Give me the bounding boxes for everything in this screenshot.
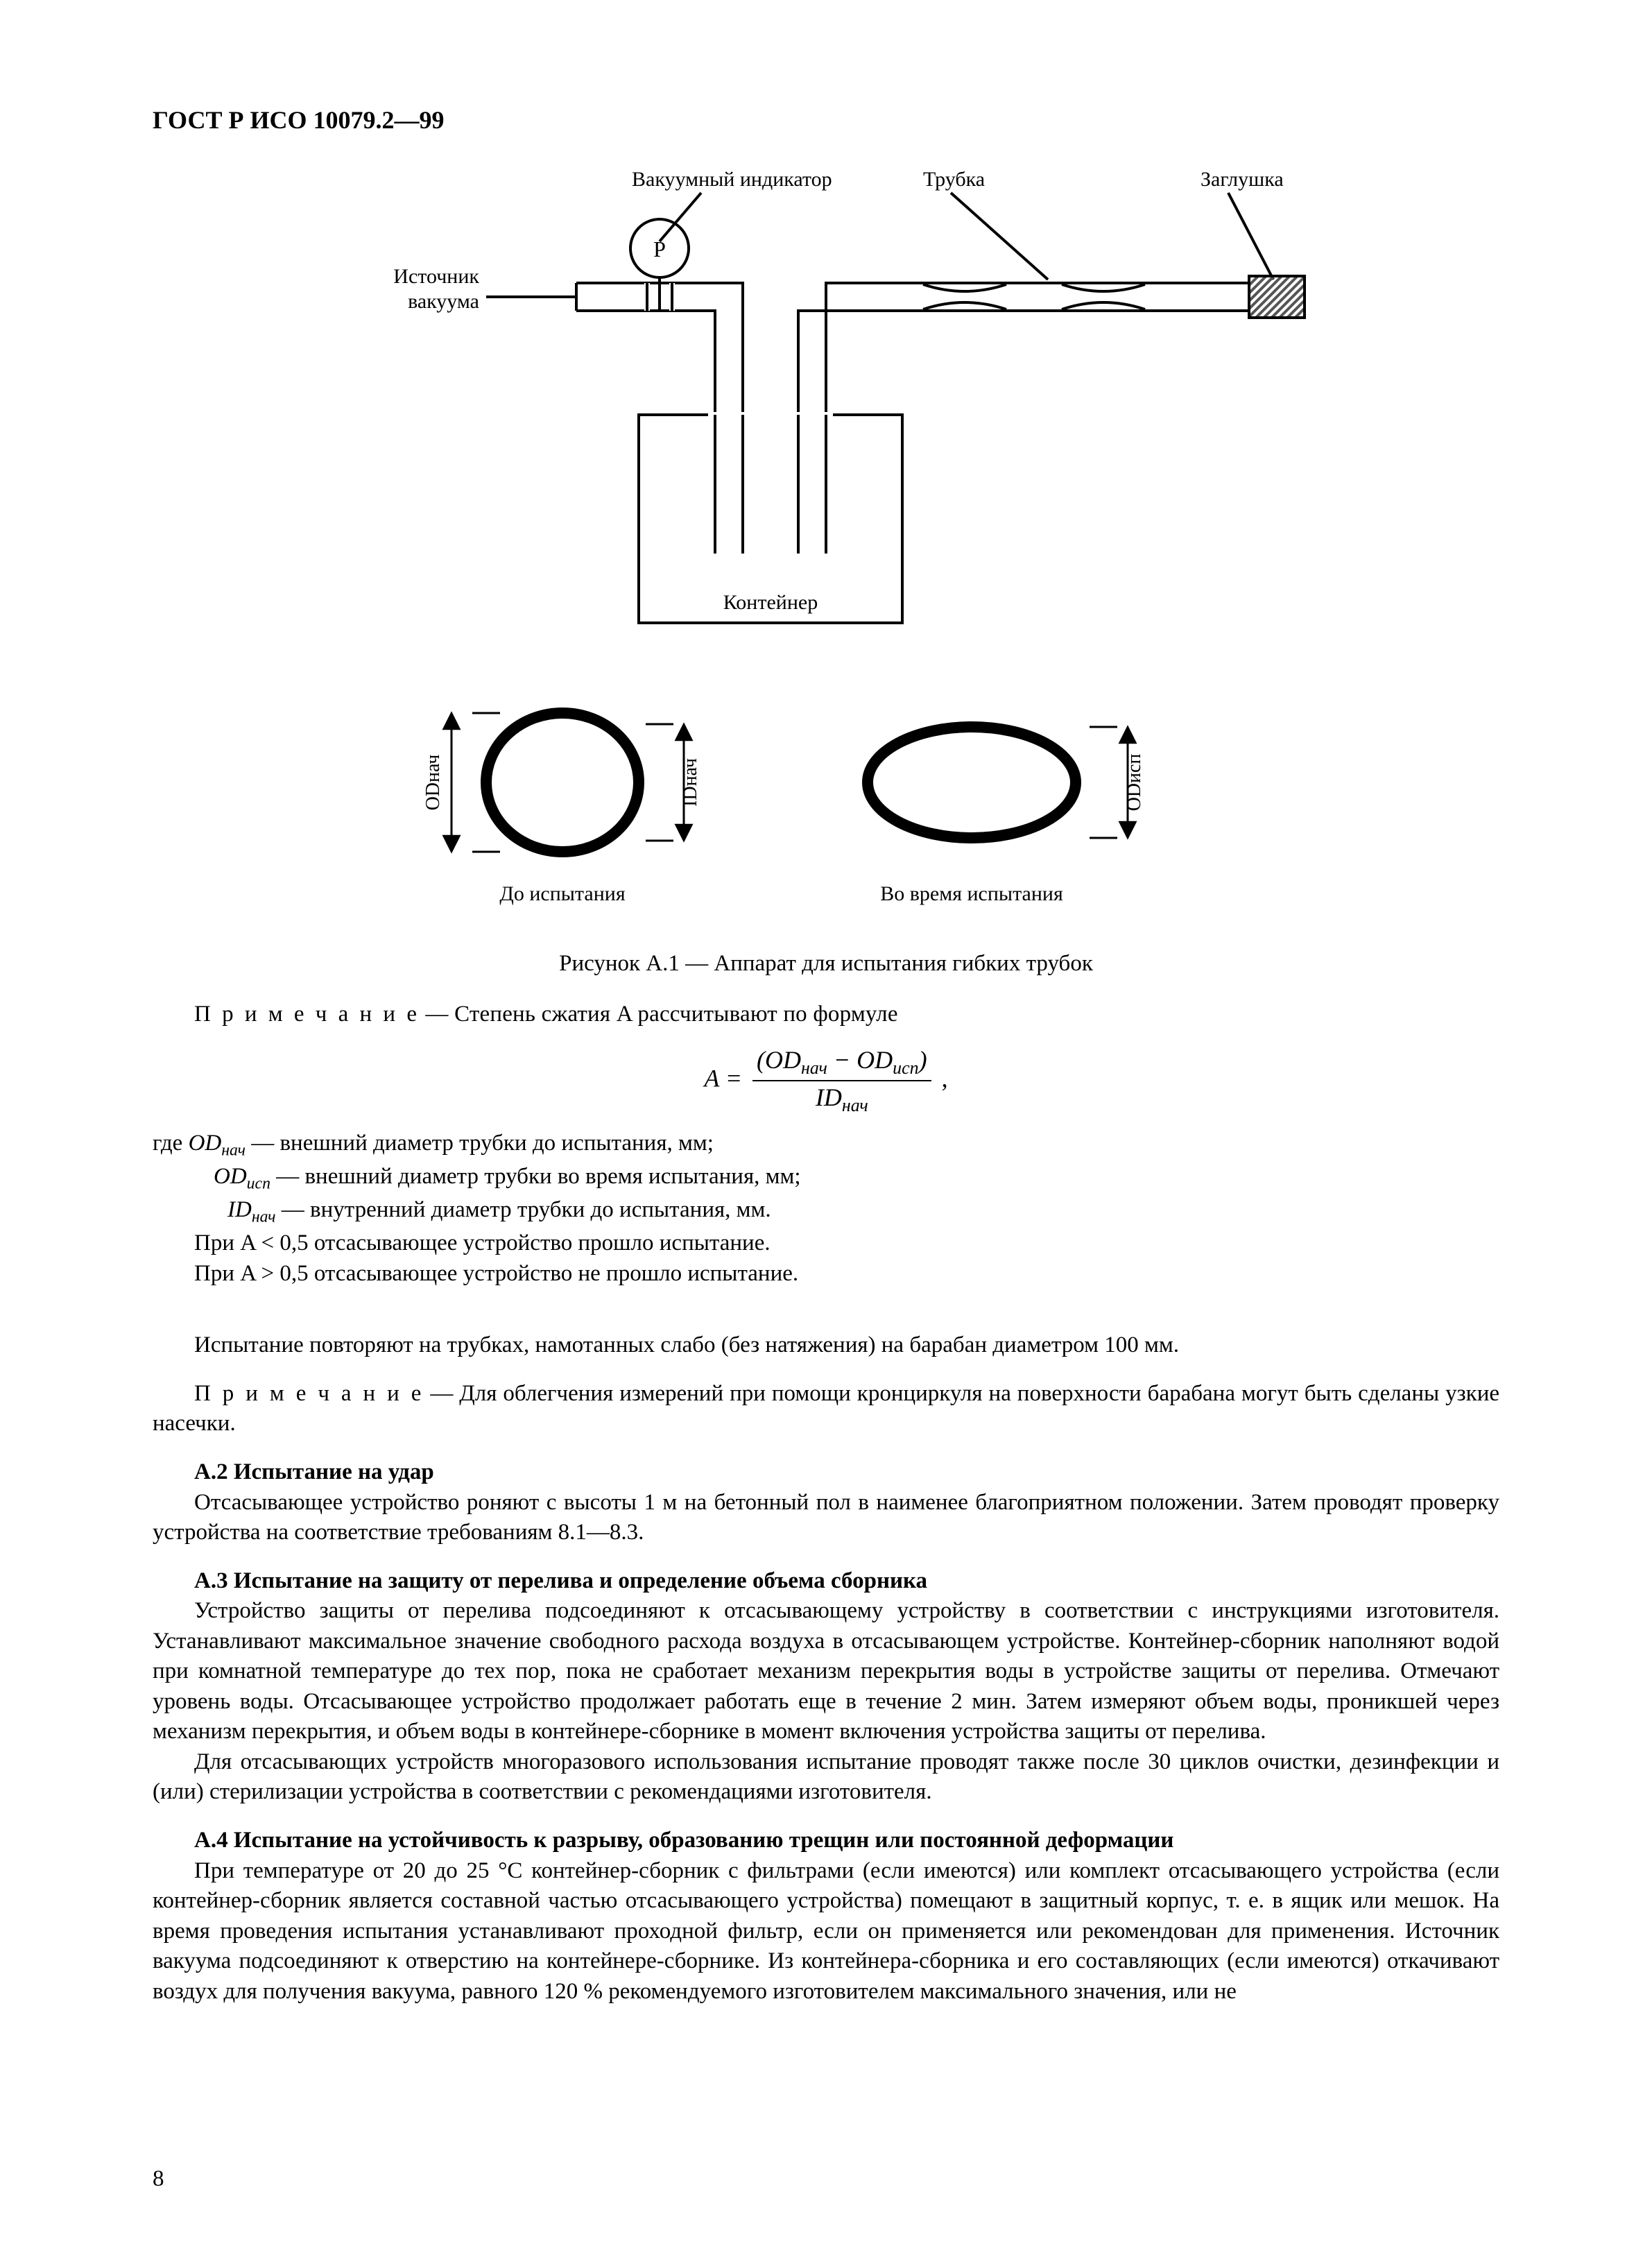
note-2-prefix: П р и м е ч а н и е xyxy=(194,1381,424,1406)
where-r2-txt: — внешний диаметр трубки во время испыта… xyxy=(270,1164,801,1189)
where-block: где ODнач — внешний диаметр трубки до ис… xyxy=(153,1129,1499,1289)
where-lead: где xyxy=(153,1131,189,1156)
label-id-nach: IDнач xyxy=(680,758,701,807)
note-1: П р и м е ч а н и е — Степень сжатия A р… xyxy=(153,1000,1499,1030)
a3-body1: Устройство защиты от перелива подсоединя… xyxy=(153,1596,1499,1747)
para-repeat: Испытание повторяют на трубках, намотанн… xyxy=(153,1330,1499,1361)
label-vac-src-1: Источник xyxy=(393,265,479,288)
note-2: П р и м е ч а н и е — Для облегчения изм… xyxy=(153,1379,1499,1439)
label-od-nach: ODнач xyxy=(422,754,444,810)
a4-head: А.4 Испытание на устойчивость к разрыву,… xyxy=(153,1826,1499,1856)
a2-body: Отсасывающее устройство роняют с высоты … xyxy=(153,1488,1499,1548)
label-before-test: До испытания xyxy=(499,882,625,905)
note-1-prefix: П р и м е ч а н и е xyxy=(194,1002,420,1027)
figure-a1-svg: Вакуумный индикатор Трубка Заглушка P Ис… xyxy=(230,165,1422,928)
a3-body2: Для отсасывающих устройств многоразового… xyxy=(153,1747,1499,1808)
formula-lhs: A = xyxy=(704,1064,748,1092)
where-r4: При A < 0,5 отсасывающее устройство прош… xyxy=(153,1228,1499,1259)
doc-header: ГОСТ Р ИСО 10079.2—99 xyxy=(153,104,1499,137)
label-vac-indicator: Вакуумный индикатор xyxy=(632,168,832,191)
page-number: 8 xyxy=(153,2164,164,2195)
figure-caption: Рисунок А.1 — Аппарат для испытания гибк… xyxy=(153,949,1499,979)
label-od-isp: ODисп xyxy=(1124,753,1145,811)
label-during-test: Во время испытания xyxy=(880,882,1063,905)
formula-trail: , xyxy=(942,1064,948,1092)
a3-head: А.3 Испытание на защиту от перелива и оп… xyxy=(153,1566,1499,1597)
where-r3-txt: — внутренний диаметр трубки до испытания… xyxy=(276,1197,771,1222)
label-vac-src-2: вакуума xyxy=(408,290,479,313)
label-plug: Заглушка xyxy=(1201,168,1284,191)
note-1-rest: — Степень сжатия A рассчитывают по форму… xyxy=(420,1002,898,1027)
label-p: P xyxy=(653,237,666,261)
formula: A = (ODнач − ODисп) IDнач , xyxy=(153,1044,1499,1118)
where-r5: При A > 0,5 отсасывающее устройство не п… xyxy=(153,1259,1499,1289)
a4-body: При температуре от 20 до 25 °С контейнер… xyxy=(153,1856,1499,2007)
where-r1-txt: — внешний диаметр трубки до испытания, м… xyxy=(246,1131,714,1156)
a2-head: А.2 Испытание на удар xyxy=(153,1457,1499,1488)
figure-a1: Вакуумный индикатор Трубка Заглушка P Ис… xyxy=(153,165,1499,928)
label-tube: Трубка xyxy=(923,168,985,191)
label-container: Контейнер xyxy=(723,591,818,614)
